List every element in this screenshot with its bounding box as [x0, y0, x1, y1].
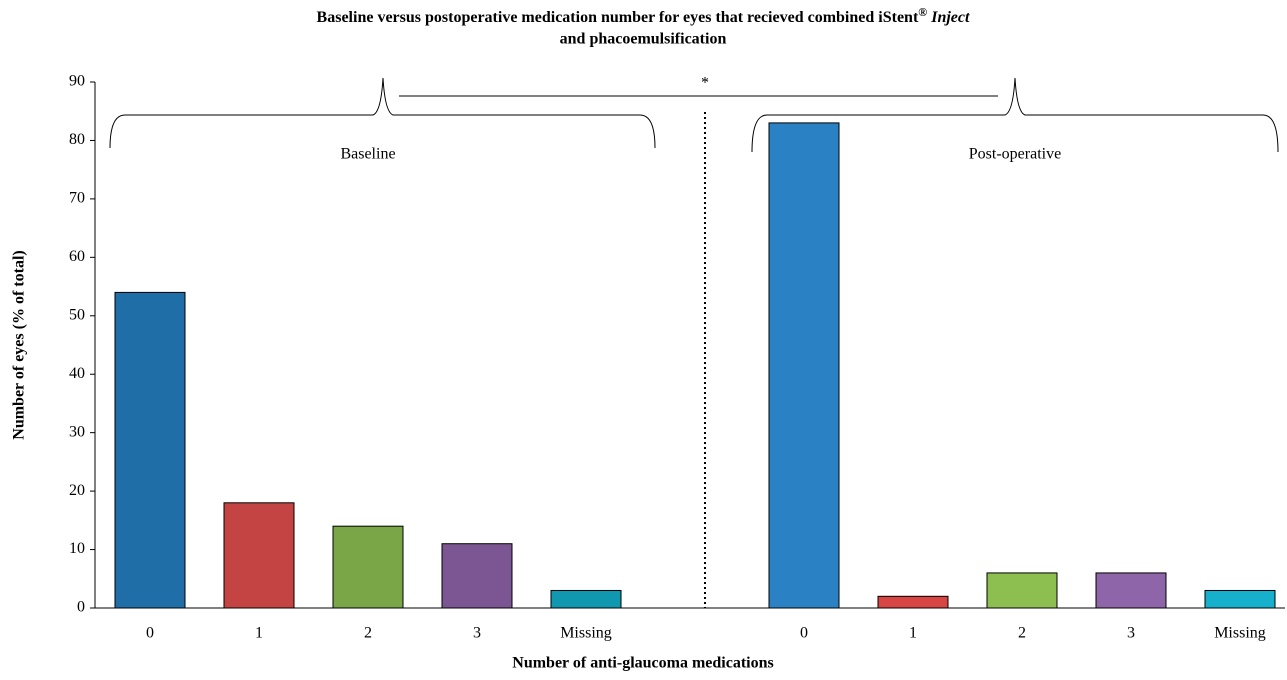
bar	[550, 589, 622, 609]
y-tick-label: 80	[69, 131, 85, 148]
y-tick-label: 10	[69, 540, 85, 557]
y-tick-label: 20	[69, 482, 85, 499]
group-label: Post-operative	[969, 146, 1061, 163]
bar	[877, 595, 949, 609]
group-brace	[109, 77, 656, 149]
y-tick-label: 60	[69, 248, 85, 265]
bar	[1095, 572, 1167, 609]
chart-title: Baseline versus postoperative medication…	[317, 5, 970, 26]
x-tick-label: Missing	[560, 625, 612, 642]
title-part: ®	[918, 5, 927, 19]
y-tick-label: 50	[69, 306, 85, 323]
x-tick-label: 2	[1018, 625, 1026, 642]
title-part: Baseline versus postoperative medication…	[317, 9, 919, 26]
y-tick-label: 40	[69, 365, 85, 382]
group-brace	[751, 77, 1279, 153]
x-tick-label: 1	[909, 625, 917, 642]
bar	[114, 291, 186, 609]
x-tick-label: 0	[146, 625, 154, 642]
significance-marker: *	[701, 75, 709, 92]
x-tick-label: 0	[800, 625, 808, 642]
bar	[223, 502, 295, 609]
y-axis-label: Number of eyes (% of total)	[11, 250, 28, 439]
bar	[768, 122, 840, 609]
x-axis-label: Number of anti-glaucoma medications	[512, 655, 773, 672]
x-tick-label: 1	[255, 625, 263, 642]
y-tick-label: 0	[77, 599, 85, 616]
x-tick-label: 3	[1127, 625, 1135, 642]
x-tick-label: 3	[473, 625, 481, 642]
chart-title: and phacoemulsification	[560, 31, 727, 48]
x-tick-label: Missing	[1214, 625, 1266, 642]
bar	[986, 572, 1058, 609]
title-part: Inject	[927, 9, 970, 26]
x-tick-label: 2	[364, 625, 372, 642]
y-tick-label: 30	[69, 423, 85, 440]
bar	[441, 543, 513, 609]
bar	[332, 525, 404, 609]
group-label: Baseline	[340, 146, 395, 163]
bar	[1204, 589, 1276, 609]
y-tick-label: 70	[69, 190, 85, 207]
y-tick-label: 90	[69, 73, 85, 90]
